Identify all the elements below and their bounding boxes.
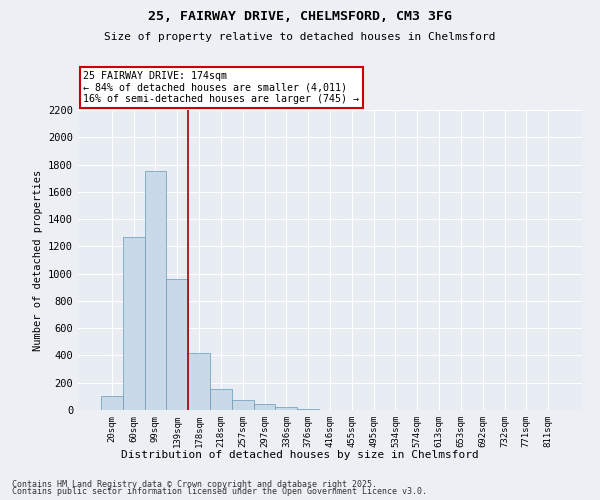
- Bar: [145, 172, 166, 410]
- Bar: [254, 404, 275, 410]
- Bar: [210, 389, 232, 410]
- Y-axis label: Number of detached properties: Number of detached properties: [32, 170, 43, 350]
- Bar: [188, 354, 210, 410]
- Text: 25, FAIRWAY DRIVE, CHELMSFORD, CM3 3FG: 25, FAIRWAY DRIVE, CHELMSFORD, CM3 3FG: [148, 10, 452, 23]
- Bar: [232, 400, 254, 410]
- Text: Size of property relative to detached houses in Chelmsford: Size of property relative to detached ho…: [104, 32, 496, 42]
- Text: Distribution of detached houses by size in Chelmsford: Distribution of detached houses by size …: [121, 450, 479, 460]
- Bar: [123, 237, 145, 410]
- Bar: [101, 396, 123, 410]
- Text: 25 FAIRWAY DRIVE: 174sqm
← 84% of detached houses are smaller (4,011)
16% of sem: 25 FAIRWAY DRIVE: 174sqm ← 84% of detach…: [83, 71, 359, 104]
- Bar: [275, 408, 297, 410]
- Bar: [166, 279, 188, 410]
- Bar: [297, 408, 319, 410]
- Text: Contains HM Land Registry data © Crown copyright and database right 2025.: Contains HM Land Registry data © Crown c…: [12, 480, 377, 489]
- Text: Contains public sector information licensed under the Open Government Licence v3: Contains public sector information licen…: [12, 488, 427, 496]
